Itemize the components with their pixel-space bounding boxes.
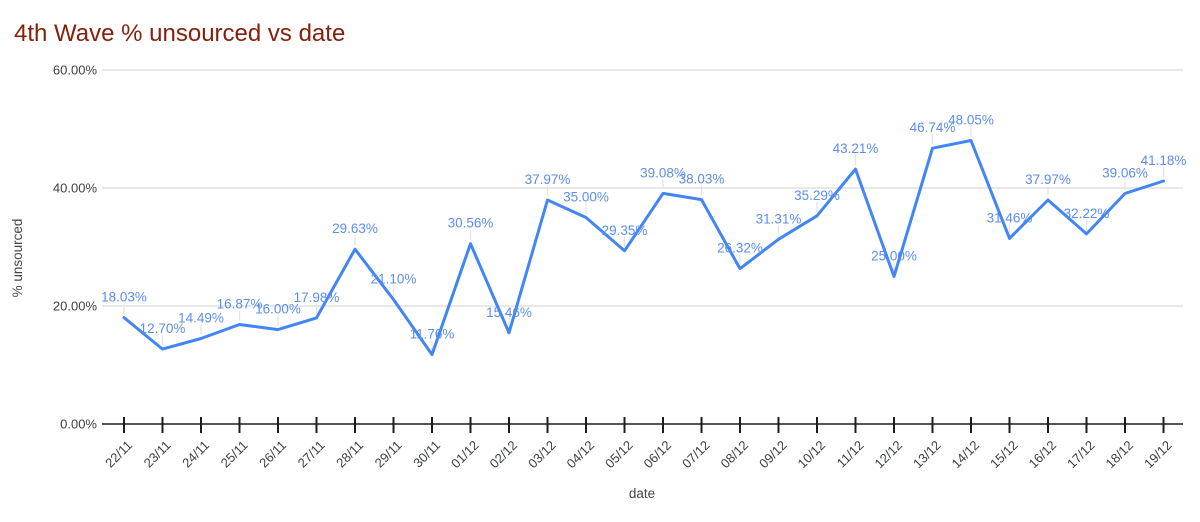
x-tick-label: 24/11: [179, 438, 212, 471]
data-point-label: 25.00%: [871, 249, 917, 264]
plot-area: 0.00%20.00%40.00%60.00%22/11 23/11 24/11 25…: [53, 63, 1186, 472]
x-tick-label: 06/12: [641, 438, 675, 472]
x-tick-label: 09/12: [756, 438, 790, 472]
y-axis-title: % unsourced: [10, 219, 25, 298]
x-tick-label: 28/11: [333, 438, 366, 471]
data-point-label: 35.29%: [794, 188, 840, 203]
x-tick-label: 07/12: [679, 438, 713, 472]
data-point-label: 16.00%: [255, 302, 301, 317]
data-point-label: 38.03%: [679, 172, 725, 187]
x-tick-label: 14/12: [949, 438, 983, 472]
data-point-label: 12.70%: [140, 321, 186, 336]
x-tick-label: 18/12: [1103, 438, 1137, 472]
x-tick-label: 02/12: [487, 438, 521, 472]
data-point-label: 46.74%: [910, 120, 956, 135]
data-point-label: 48.05%: [948, 113, 994, 128]
data-point-label: 37.97%: [525, 172, 571, 187]
x-tick-label: 27/11: [295, 438, 328, 471]
data-point-label: 41.18%: [1141, 153, 1187, 168]
x-tick-label: 25/11: [218, 438, 251, 471]
x-tick-label: 22/11: [102, 438, 135, 471]
x-tick-label: 13/12: [910, 438, 944, 472]
x-tick-label: 30/11: [410, 438, 443, 471]
y-tick-label: 40.00%: [53, 181, 98, 196]
x-tick-label: 26/11: [256, 438, 289, 471]
x-tick-label: 19/12: [1141, 438, 1175, 472]
data-point-label: 31.46%: [987, 210, 1033, 225]
data-point-label: 39.06%: [1102, 166, 1148, 181]
x-tick-label: 29/11: [372, 438, 405, 471]
data-point-label: 37.97%: [1025, 172, 1071, 187]
x-tick-label: 05/12: [602, 438, 636, 472]
data-point-label: 43.21%: [833, 141, 879, 156]
x-tick-label: 08/12: [718, 438, 752, 472]
x-tick-label: 23/11: [141, 438, 174, 471]
y-tick-label: 0.00%: [60, 417, 97, 432]
data-point-label: 31.31%: [756, 211, 802, 226]
data-point-label: 26.32%: [717, 241, 763, 256]
x-tick-label: 16/12: [1026, 438, 1060, 472]
x-tick-label: 17/12: [1064, 438, 1098, 472]
x-tick-label: 12/12: [872, 438, 906, 472]
y-tick-label: 60.00%: [53, 63, 98, 78]
data-point-label: 16.87%: [217, 296, 263, 311]
data-point-label: 39.08%: [640, 165, 686, 180]
data-point-label: 17.98%: [294, 290, 340, 305]
data-point-label: 18.03%: [101, 290, 147, 305]
x-tick-label: 04/12: [564, 438, 598, 472]
data-point-label: 29.35%: [602, 223, 648, 238]
data-point-label: 32.22%: [1064, 206, 1110, 221]
x-tick-label: 11/12: [834, 438, 867, 471]
data-point-label: 11.76%: [410, 327, 455, 342]
data-point-label: 14.49%: [178, 311, 224, 326]
data-point-label: 29.63%: [332, 221, 378, 236]
x-tick-label: 01/12: [448, 438, 482, 472]
series-line[interactable]: [122, 139, 1165, 357]
chart-title: 4th Wave % unsourced vs date: [14, 20, 345, 47]
data-point-label: 15.46%: [486, 305, 532, 320]
x-tick-label: 03/12: [525, 438, 559, 472]
data-point-label: 21.10%: [371, 272, 417, 287]
x-axis-title: date: [629, 486, 655, 501]
data-point-label: 30.56%: [448, 216, 494, 231]
x-tick-label: 10/12: [795, 438, 829, 472]
x-tick-label: 15/12: [987, 438, 1021, 472]
y-tick-label: 20.00%: [53, 299, 98, 314]
data-point-label: 35.00%: [563, 190, 609, 205]
